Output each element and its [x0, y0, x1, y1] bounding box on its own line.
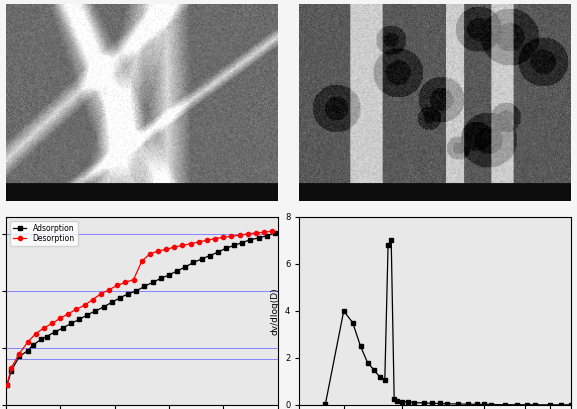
Line: Adsorption: Adsorption — [5, 231, 277, 387]
Adsorption — [76, 317, 83, 322]
Adsorption — [100, 304, 107, 309]
Adsorption — [215, 250, 222, 255]
Adsorption — [174, 269, 181, 274]
Desorption — [65, 311, 72, 316]
Adsorption — [149, 280, 156, 285]
Desorption — [3, 382, 10, 387]
Adsorption — [68, 321, 74, 326]
Desorption — [220, 235, 227, 240]
Desorption — [138, 259, 145, 264]
Adsorption — [263, 233, 270, 238]
Adsorption — [271, 230, 278, 235]
Desorption — [114, 283, 121, 288]
Adsorption — [16, 354, 23, 359]
Desorption — [147, 252, 153, 256]
Desorption — [24, 340, 31, 345]
Adsorption — [3, 382, 10, 387]
Desorption — [236, 233, 243, 238]
Desorption — [228, 234, 235, 239]
Desorption — [212, 236, 219, 241]
Desorption — [163, 247, 170, 252]
Desorption — [187, 241, 194, 246]
Adsorption — [108, 300, 115, 305]
Desorption — [155, 249, 162, 254]
Desorption — [81, 303, 88, 308]
Adsorption — [133, 288, 140, 293]
Desorption — [57, 316, 63, 321]
Desorption — [122, 280, 129, 285]
Adsorption — [182, 265, 189, 270]
Y-axis label: dv/dlog(D): dv/dlog(D) — [271, 287, 279, 335]
Desorption — [89, 297, 96, 302]
Desorption — [48, 321, 55, 326]
Adsorption — [125, 291, 132, 296]
Adsorption — [8, 368, 14, 373]
Desorption — [73, 307, 80, 312]
Desorption — [244, 231, 251, 236]
Adsorption — [158, 276, 164, 281]
Adsorption — [198, 256, 205, 261]
Adsorption — [166, 272, 173, 277]
Adsorption — [29, 343, 36, 348]
Legend: Adsorption, Desorption: Adsorption, Desorption — [10, 221, 78, 246]
Adsorption — [190, 260, 197, 265]
Adsorption — [92, 308, 99, 313]
Adsorption — [43, 334, 50, 339]
Desorption — [179, 243, 186, 248]
Adsorption — [141, 284, 148, 289]
Adsorption — [231, 243, 238, 248]
Desorption — [204, 238, 211, 243]
Adsorption — [206, 253, 213, 258]
Desorption — [171, 245, 178, 249]
Desorption — [98, 291, 104, 296]
Adsorption — [38, 337, 44, 342]
Desorption — [196, 240, 203, 245]
Adsorption — [223, 246, 230, 251]
Adsorption — [84, 312, 91, 317]
Desorption — [16, 351, 23, 356]
Desorption — [252, 230, 259, 235]
Desorption — [269, 229, 276, 234]
Desorption — [130, 277, 137, 282]
Adsorption — [239, 240, 246, 245]
Desorption — [40, 326, 47, 330]
Adsorption — [24, 348, 31, 353]
Desorption — [32, 331, 39, 336]
Adsorption — [247, 237, 254, 242]
Desorption — [106, 288, 113, 292]
Desorption — [8, 365, 14, 370]
Desorption — [261, 230, 268, 235]
Adsorption — [117, 295, 123, 300]
Adsorption — [59, 326, 66, 330]
Adsorption — [255, 236, 262, 240]
Adsorption — [51, 330, 58, 335]
Line: Desorption: Desorption — [5, 229, 274, 387]
